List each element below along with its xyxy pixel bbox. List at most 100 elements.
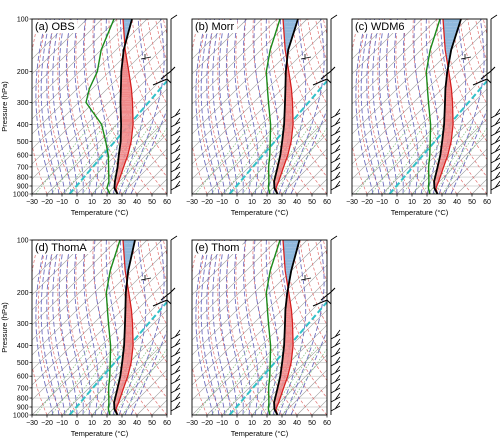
cape-area bbox=[434, 183, 438, 184]
isotherm-line bbox=[441, 148, 487, 194]
wind-barb bbox=[140, 54, 152, 60]
mixing-ratio-line bbox=[113, 345, 163, 415]
x-tick-label: 20 bbox=[263, 199, 271, 206]
cape-area bbox=[274, 182, 279, 183]
cape-area bbox=[445, 87, 452, 89]
cape-area bbox=[116, 172, 122, 173]
dry-adiabat bbox=[284, 240, 327, 364]
isotherm-line bbox=[296, 163, 327, 194]
cape-area bbox=[440, 153, 449, 154]
cape-area bbox=[445, 85, 452, 88]
cape-area bbox=[124, 341, 134, 343]
isotherm-line bbox=[106, 133, 167, 194]
dry-adiabat bbox=[291, 240, 327, 345]
cape-area bbox=[120, 117, 133, 119]
cape-area bbox=[282, 359, 292, 360]
wind-barb bbox=[330, 401, 341, 412]
cape-area bbox=[119, 146, 130, 148]
cape-area bbox=[121, 128, 133, 129]
cape-area bbox=[115, 178, 120, 179]
dry-adiabat bbox=[192, 19, 208, 194]
profiles bbox=[265, 19, 299, 194]
cape-area bbox=[280, 373, 289, 375]
dry-adiabat bbox=[244, 19, 298, 194]
dry-adiabat bbox=[347, 240, 492, 415]
cape-area bbox=[282, 137, 292, 139]
cape-area bbox=[118, 161, 126, 162]
moist-adiabat bbox=[284, 19, 325, 194]
isotherm-line bbox=[136, 384, 167, 415]
cape-area bbox=[116, 173, 122, 174]
x-ticks: −30 −20 −10 0 10 20 30 40 50 60 bbox=[26, 194, 171, 206]
cape-area bbox=[283, 349, 293, 350]
isotherm-line bbox=[32, 58, 167, 194]
isotherm-line bbox=[221, 309, 327, 415]
cape-area bbox=[276, 172, 282, 174]
cape-area bbox=[117, 389, 124, 390]
dry-adiabat bbox=[268, 240, 327, 399]
plot-frame bbox=[31, 239, 168, 416]
cape-area bbox=[276, 392, 282, 394]
cape-area bbox=[115, 177, 120, 178]
dry-adiabat bbox=[404, 19, 458, 194]
cape-area bbox=[277, 166, 284, 167]
cape-area bbox=[279, 158, 287, 160]
mixing-ratio-line bbox=[101, 345, 152, 415]
isotherm-line bbox=[326, 414, 327, 415]
moist-adiabat bbox=[253, 19, 268, 194]
cape-area bbox=[283, 353, 293, 355]
cape-area bbox=[282, 356, 292, 358]
dry-adiabat bbox=[217, 240, 253, 415]
cape-area bbox=[443, 128, 453, 129]
isotherm-line bbox=[192, 240, 248, 296]
cape-area bbox=[444, 103, 453, 105]
cape-area bbox=[446, 80, 451, 83]
cape-area bbox=[280, 370, 290, 372]
cin-area bbox=[443, 26, 459, 30]
isotherm-line bbox=[366, 73, 487, 194]
cape-area bbox=[285, 323, 293, 325]
cape-area bbox=[443, 130, 453, 132]
cape-area bbox=[118, 382, 126, 384]
cin-area bbox=[284, 257, 295, 260]
cape-area bbox=[120, 372, 129, 373]
moist-adiabat bbox=[212, 240, 232, 415]
isotherm-line bbox=[396, 103, 487, 194]
y-tick-label: 700 bbox=[17, 385, 29, 392]
wind-barb bbox=[170, 338, 181, 349]
cape-area bbox=[441, 147, 450, 149]
cin-area bbox=[444, 32, 457, 36]
cape-area bbox=[283, 347, 293, 349]
x-tick-label: 60 bbox=[323, 420, 331, 427]
cape-area bbox=[441, 149, 450, 150]
cape-area bbox=[121, 365, 131, 366]
cape-area bbox=[280, 376, 288, 377]
cape-area bbox=[115, 396, 121, 398]
cape-area bbox=[119, 148, 130, 150]
isotherm-line bbox=[281, 148, 327, 194]
isotherm-line bbox=[192, 43, 327, 180]
cape-area bbox=[117, 166, 124, 168]
cape-area bbox=[442, 138, 452, 139]
profiles bbox=[105, 240, 136, 415]
cape-area bbox=[117, 166, 124, 167]
cape-area bbox=[444, 116, 453, 118]
cape-area bbox=[282, 135, 292, 137]
mixing-ratio-line bbox=[92, 345, 144, 415]
cape-area bbox=[119, 378, 127, 380]
skewt-panel: −30 −20 −10 0 10 20 30 40 50 60 Temperature (°C) (e… bbox=[186, 235, 492, 438]
isotherm-line bbox=[46, 294, 167, 415]
dry-adiabat bbox=[131, 19, 167, 124]
isotherm-line bbox=[192, 19, 248, 75]
cin-area bbox=[123, 240, 135, 244]
dry-adiabat bbox=[244, 240, 298, 415]
cape-area bbox=[285, 312, 292, 315]
isotherm-line bbox=[32, 43, 167, 180]
wind-barb bbox=[330, 171, 341, 182]
wind-barb bbox=[170, 117, 181, 128]
cape-area bbox=[118, 385, 125, 386]
cape-area bbox=[119, 377, 128, 379]
cape-area bbox=[282, 358, 292, 360]
cape-area bbox=[120, 91, 132, 94]
isotherm-line bbox=[192, 240, 293, 341]
